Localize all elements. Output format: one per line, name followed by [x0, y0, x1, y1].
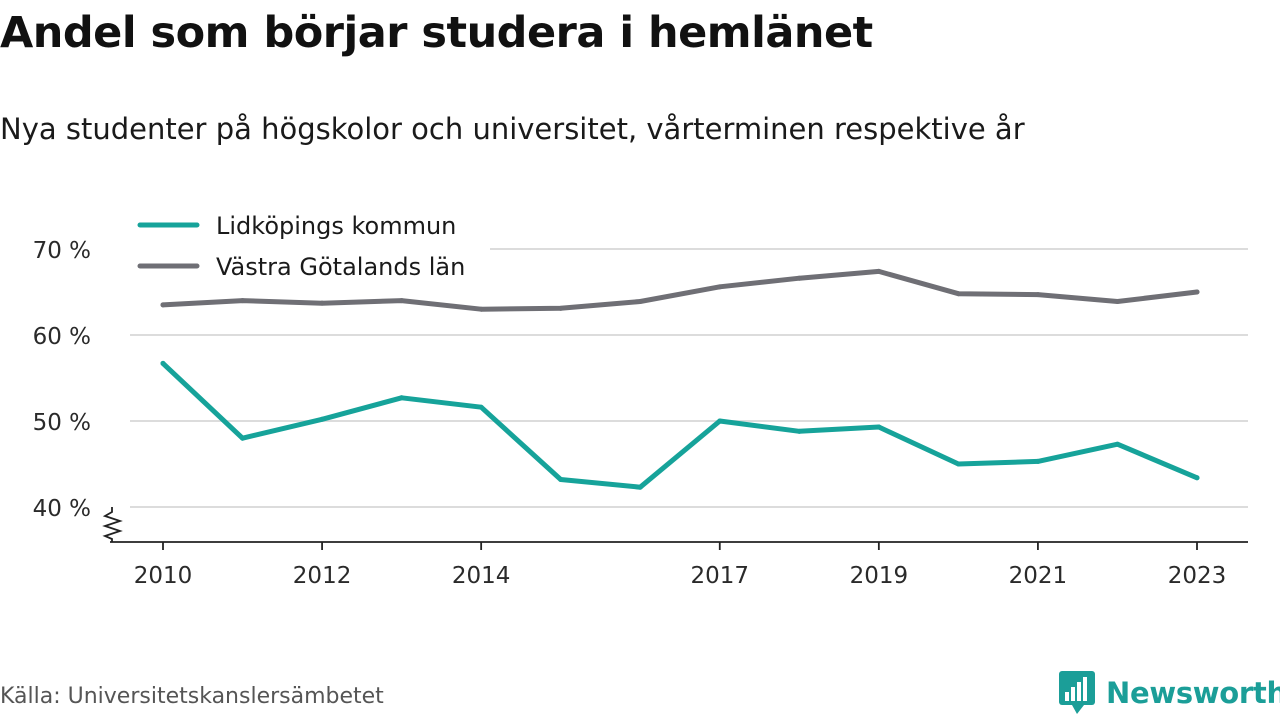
- data-point: [1114, 441, 1120, 447]
- data-point: [717, 284, 723, 290]
- data-point: [478, 306, 484, 312]
- data-point: [796, 428, 802, 434]
- data-point: [637, 484, 643, 490]
- bar-chart-badge-icon: [1059, 671, 1095, 714]
- data-point: [399, 395, 405, 401]
- data-point: [1194, 475, 1200, 481]
- chart-subtitle: Nya studenter på högskolor och universit…: [0, 112, 1025, 146]
- data-point: [1194, 289, 1200, 295]
- data-point: [1035, 458, 1041, 464]
- data-point: [796, 275, 802, 281]
- x-tick-label: 2017: [690, 563, 749, 589]
- data-point: [955, 291, 961, 297]
- data-point: [399, 298, 405, 304]
- series-line-1: [160, 360, 1200, 490]
- data-point: [955, 461, 961, 467]
- data-point: [160, 302, 166, 308]
- x-tick-label: 2023: [1168, 563, 1227, 589]
- data-point: [558, 476, 564, 482]
- data-point: [637, 298, 643, 304]
- data-point: [1035, 292, 1041, 298]
- x-tick-label: 2021: [1009, 563, 1068, 589]
- axis-break-icon: [102, 507, 123, 542]
- x-tick-label: 2010: [134, 563, 193, 589]
- brand-name: Newsworthy: [1106, 676, 1280, 710]
- source-note: Källa: Universitetskanslersämbetet: [0, 684, 384, 709]
- y-tick-label: 60 %: [33, 324, 91, 350]
- y-tick-label: 50 %: [33, 410, 91, 436]
- data-point: [160, 360, 166, 366]
- chart-title: Andel som börjar studera i hemlänet: [0, 8, 873, 58]
- series-line-2: [160, 268, 1200, 312]
- data-point: [876, 268, 882, 274]
- x-tick-label: 2012: [293, 563, 352, 589]
- data-point: [240, 298, 246, 304]
- legend-background: [130, 206, 490, 286]
- data-point: [717, 418, 723, 424]
- legend-label: Västra Götalands län: [216, 253, 465, 281]
- y-tick-label: 70 %: [33, 238, 91, 264]
- data-point: [319, 300, 325, 306]
- x-tick-label: 2019: [850, 563, 909, 589]
- data-point: [240, 435, 246, 441]
- y-tick-label: 40 %: [33, 496, 91, 522]
- data-point: [876, 424, 882, 430]
- data-point: [1114, 298, 1120, 304]
- data-point: [478, 404, 484, 410]
- data-point: [319, 416, 325, 422]
- legend-label: Lidköpings kommun: [216, 212, 456, 240]
- data-point: [558, 305, 564, 311]
- brand-logo: Newsworthy: [1058, 670, 1280, 716]
- x-tick-label: 2014: [452, 563, 511, 589]
